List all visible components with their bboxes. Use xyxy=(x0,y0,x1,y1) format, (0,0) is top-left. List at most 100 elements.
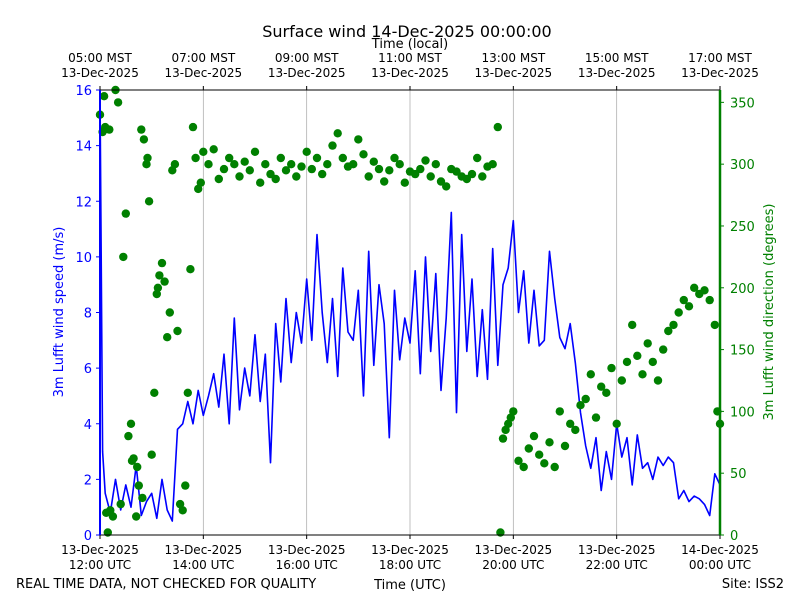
y-left-tick-label: 16 xyxy=(75,84,92,99)
wind-direction-point xyxy=(633,351,642,360)
wind-direction-point xyxy=(147,450,156,459)
wind-direction-point xyxy=(153,283,163,292)
wind-direction-point xyxy=(328,141,337,150)
wind-direction-point xyxy=(617,376,626,385)
y-left-tick-label: 8 xyxy=(84,307,92,322)
wind-direction-point xyxy=(659,345,668,354)
x-tick-time-label: 00:00 UTC xyxy=(689,558,751,572)
wind-direction-point xyxy=(181,481,190,490)
wind-direction-point xyxy=(591,413,601,422)
wind-direction-point xyxy=(509,407,518,416)
wind-direction-point xyxy=(550,462,559,472)
wind-direction-point xyxy=(710,320,719,330)
wind-direction-point xyxy=(349,160,358,169)
right-axis: 0 50 100 150 200 250 300 350 xyxy=(720,96,755,544)
wind-direction-point xyxy=(622,357,632,367)
footer-site: Site: ISS2 xyxy=(722,577,784,592)
wind-direction-point xyxy=(597,382,606,391)
top-tick-date-label: 13-Dec-2025 xyxy=(371,66,449,80)
wind-direction-point xyxy=(186,265,195,274)
wind-direction-point xyxy=(607,363,616,373)
wind-direction-point xyxy=(256,178,265,187)
wind-direction-point xyxy=(555,407,564,416)
wind-direction-point xyxy=(390,153,399,163)
y-right-tick-label: 300 xyxy=(730,158,755,173)
y-left-tick-label: 14 xyxy=(75,140,92,155)
wind-direction-point xyxy=(287,160,296,169)
x-tick-date-label: 13-Dec-2025 xyxy=(268,543,346,557)
top-tick-time-label: 13:00 MST xyxy=(481,51,545,65)
wind-direction-point xyxy=(281,166,291,175)
y-left-tick-label: 12 xyxy=(75,195,92,210)
y-right-tick-label: 0 xyxy=(730,529,738,544)
wind-direction-point xyxy=(105,125,114,134)
wind-direction-point xyxy=(261,160,270,169)
wind-direction-point xyxy=(529,431,539,441)
wind-direction-point xyxy=(170,160,180,169)
wind-direction-point xyxy=(493,122,502,132)
wind-direction-point xyxy=(235,172,244,181)
wind-direction-point xyxy=(566,419,575,428)
x-tick-time-label: 20:00 UTC xyxy=(482,558,544,572)
wind-direction-point xyxy=(214,174,223,184)
wind-direction-point xyxy=(124,431,133,441)
wind-direction-point xyxy=(178,506,187,515)
x-axis-label: Time (UTC) xyxy=(373,578,446,593)
wind-direction-point xyxy=(338,153,347,163)
y-right-tick-label: 250 xyxy=(730,220,755,235)
wind-direction-point xyxy=(478,172,487,181)
wind-direction-point xyxy=(400,178,409,187)
wind-direction-point xyxy=(139,135,149,144)
y-label-left: 3m Lufft wind speed (m/s) xyxy=(52,227,67,398)
y-right-tick-label: 100 xyxy=(730,405,755,420)
wind-direction-point xyxy=(426,172,435,181)
wind-direction-point xyxy=(705,295,714,305)
x-tick-date-label: 13-Dec-2025 xyxy=(61,543,139,557)
wind-direction-point xyxy=(545,438,554,447)
wind-direction-point xyxy=(160,277,169,286)
wind-direction-point xyxy=(108,512,118,521)
x-tick-time-label: 14:00 UTC xyxy=(172,558,234,572)
wind-direction-point xyxy=(540,459,549,468)
y-left-tick-label: 2 xyxy=(84,473,92,488)
wind-direction-point xyxy=(225,153,234,163)
x-tick-time-label: 12:00 UTC xyxy=(69,558,131,572)
wind-direction-point xyxy=(312,153,322,163)
wind-direction-point xyxy=(292,172,301,181)
wind-direction-point xyxy=(359,150,368,159)
y-right-tick-label: 350 xyxy=(730,96,755,111)
wind-direction-point xyxy=(134,481,143,490)
wind-direction-point xyxy=(318,169,327,179)
top-tick-date-label: 13-Dec-2025 xyxy=(681,66,759,80)
x-tick-date-label: 13-Dec-2025 xyxy=(371,543,449,557)
wind-direction-point xyxy=(519,462,528,472)
wind-direction-point xyxy=(245,166,254,175)
wind-direction-point xyxy=(129,454,138,463)
x-tick-date-label: 13-Dec-2025 xyxy=(474,543,552,557)
wind-direction-point xyxy=(155,271,164,280)
wind-direction-point xyxy=(467,169,477,179)
wind-direction-point xyxy=(126,419,136,428)
wind-direction-point xyxy=(133,462,142,472)
y-right-tick-label: 150 xyxy=(730,344,755,359)
wind-direction-point xyxy=(183,388,192,397)
wind-direction-point xyxy=(271,174,280,184)
wind-direction-point xyxy=(679,295,688,305)
top-tick-date-label: 13-Dec-2025 xyxy=(268,66,346,80)
wind-direction-point xyxy=(165,308,174,317)
top-tick-time-label: 11:00 MST xyxy=(378,51,442,65)
wind-direction-point xyxy=(196,178,205,187)
wind-direction-point xyxy=(638,370,647,379)
wind-direction-point xyxy=(560,441,570,451)
wind-direction-point xyxy=(612,419,621,428)
wind-direction-point xyxy=(648,357,657,367)
wind-direction-point xyxy=(173,326,182,336)
wind-direction-point xyxy=(664,326,673,336)
wind-direction-point xyxy=(230,160,239,169)
wind-direction-point xyxy=(374,164,384,174)
wind-direction-point xyxy=(581,394,590,404)
wind-direction-point xyxy=(191,153,200,163)
wind-direction-point xyxy=(653,376,663,385)
